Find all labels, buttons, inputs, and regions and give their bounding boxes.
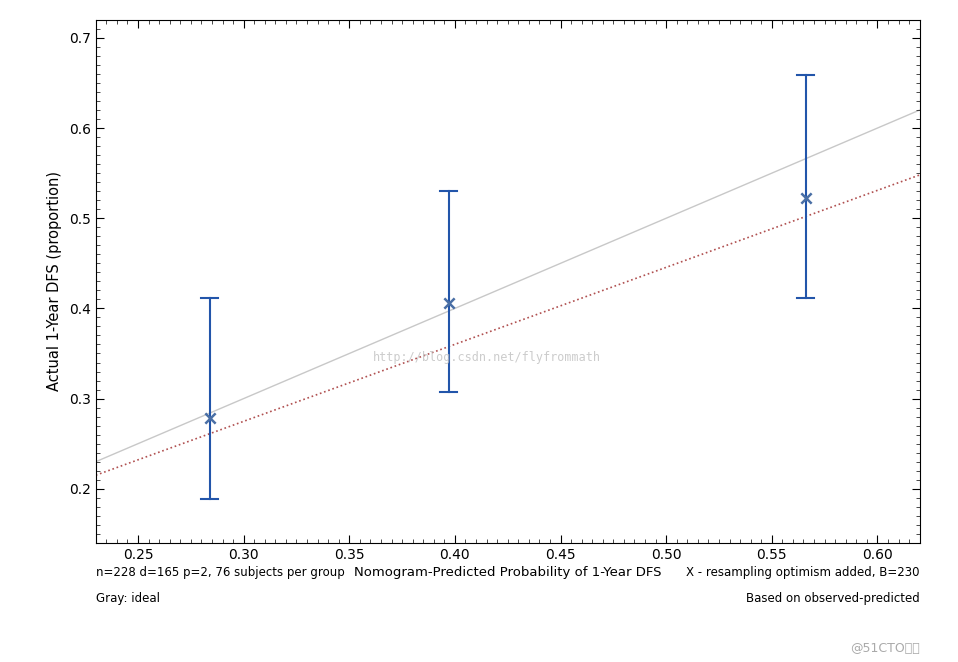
Text: X - resampling optimism added, B=230: X - resampling optimism added, B=230 — [686, 566, 920, 579]
Point — [798, 193, 813, 204]
Point — [441, 298, 456, 308]
Text: Gray: ideal: Gray: ideal — [96, 592, 160, 606]
Point — [202, 412, 217, 423]
Text: @51CTO博客: @51CTO博客 — [850, 642, 920, 655]
Text: http://blog.csdn.net/flyfrommath: http://blog.csdn.net/flyfrommath — [373, 352, 601, 365]
Text: Nomogram-Predicted Probability of 1-Year DFS: Nomogram-Predicted Probability of 1-Year… — [354, 566, 661, 579]
Y-axis label: Actual 1-Year DFS (proportion): Actual 1-Year DFS (proportion) — [47, 171, 62, 391]
Text: n=228 d=165 p=2, 76 subjects per group: n=228 d=165 p=2, 76 subjects per group — [96, 566, 345, 579]
Text: Based on observed-predicted: Based on observed-predicted — [746, 592, 920, 606]
